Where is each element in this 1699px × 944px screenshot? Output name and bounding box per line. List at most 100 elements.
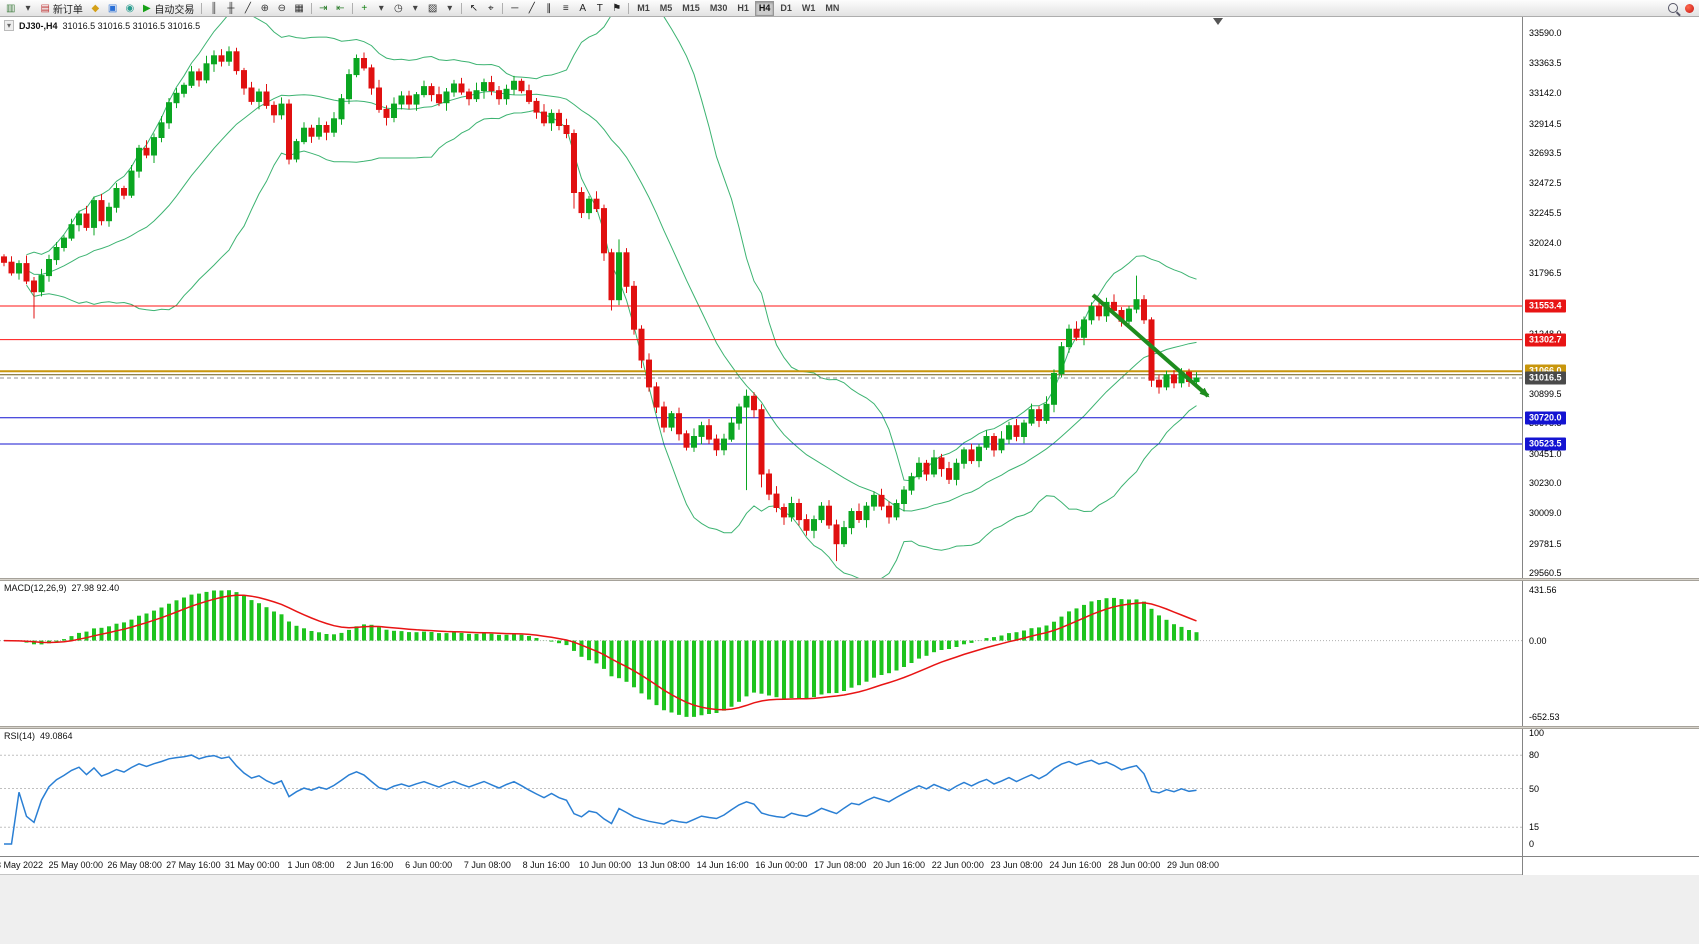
bar-chart-icon: ║ — [210, 2, 218, 14]
price-axis[interactable]: 33590.0 33363.5 33142.0 32914.5 32693.5 32472… — [1522, 16, 1699, 578]
templates-button[interactable]: ▨ — [425, 0, 440, 16]
timeframe-h1-button[interactable]: H1 — [737, 2, 749, 13]
time-axis-label: 29 Jun 08:00 — [1166, 860, 1220, 870]
app-icon[interactable] — [1685, 3, 1694, 13]
time-axis-label: 2 Jun 16:00 — [346, 860, 394, 870]
search-icon[interactable] — [1668, 3, 1678, 13]
terminal-icon: ▣ — [107, 2, 118, 14]
rsi-canvas — [0, 754, 1522, 845]
macd-signal-line — [3, 594, 1197, 711]
zoom-out-button[interactable]: ⊖ — [274, 0, 289, 16]
rsi-panel[interactable]: RSI(14) 49.0864 100 80 50 15 0 — [0, 728, 1699, 856]
candlestick-chart-button[interactable]: ╫ — [223, 0, 238, 16]
arrows-button[interactable]: ⚑ — [609, 0, 624, 16]
templates-dropdown[interactable]: ▾ — [442, 0, 457, 16]
timeframe-h4-button[interactable]: H4 — [754, 0, 775, 16]
chart-shift-marker[interactable] — [1213, 18, 1223, 25]
metaeditor-icon: ◆ — [91, 2, 100, 14]
toolbar-right-group — [1668, 3, 1699, 13]
strategy-tester-button[interactable]: ◉ — [122, 0, 137, 16]
time-axis-corner — [1522, 857, 1699, 875]
cursor-button[interactable]: ↖ — [466, 0, 481, 16]
macd-label: MACD(12,26,9) 27.98 92.40 — [4, 583, 119, 593]
price-axis-label: 30451.0 — [1529, 448, 1562, 459]
rsi-name: RSI(14) — [4, 731, 36, 741]
line-chart-button[interactable]: ╱ — [240, 0, 255, 16]
fibonacci-button[interactable]: ≡ — [558, 0, 573, 16]
time-axis-label: 22 Jun 00:00 — [931, 860, 984, 870]
macd-panel[interactable]: MACD(12,26,9) 27.98 92.40 431.56 0.00 -652… — [0, 581, 1699, 726]
trend-arrow[interactable] — [1091, 293, 1210, 398]
price-badge-30720.0: 30720.0 — [1525, 411, 1566, 425]
time-axis-label: 1 Jun 08:00 — [287, 860, 335, 870]
chart-shift-button[interactable]: ⇤ — [333, 0, 348, 16]
timeframe-w1-button[interactable]: W1 — [801, 2, 816, 13]
trendline-button[interactable]: ╱ — [524, 0, 539, 16]
strategy-tester-icon: ◉ — [125, 2, 135, 14]
price-axis-label: 30009.0 — [1529, 508, 1562, 518]
one-click-trading-expander[interactable]: ▾ — [4, 20, 15, 31]
text-button[interactable]: A — [575, 0, 590, 16]
rsi-line — [4, 754, 1197, 845]
panel-splitter-macd[interactable] — [0, 578, 1699, 581]
periods-icon: ◷ — [393, 2, 403, 14]
new-chart-button[interactable]: ▥ — [3, 0, 18, 16]
panel-splitter-rsi[interactable] — [0, 726, 1699, 729]
price-axis-label: 32914.5 — [1529, 118, 1562, 129]
timeframe-mn-button[interactable]: MN — [825, 2, 840, 13]
timeframe-m30-button[interactable]: M30 — [709, 2, 728, 13]
symbol-info: ▾ DJ30-,H4 31016.5 31016.5 31016.5 31016… — [4, 20, 200, 31]
rsi-axis-label: 0 — [1529, 839, 1535, 849]
fibonacci-icon: ≡ — [562, 2, 569, 14]
rsi-axis-label: 15 — [1529, 822, 1540, 833]
metaeditor-button[interactable]: ◆ — [88, 0, 103, 16]
macd-axis[interactable]: 431.56 0.00 -652.53 — [1522, 581, 1699, 726]
text-icon: A — [579, 2, 587, 14]
time-axis-label: 16 Jun 00:00 — [755, 860, 808, 870]
time-axis-label: 26 May 08:00 — [107, 860, 162, 870]
text-label-icon: T — [596, 2, 603, 14]
periods-button[interactable]: ◷ — [391, 0, 406, 16]
timeframe-d1-button[interactable]: D1 — [780, 2, 792, 13]
macd-name: MACD(12,26,9) — [4, 583, 67, 593]
toolbar-separator — [201, 2, 203, 14]
time-axis-label: 6 Jun 00:00 — [405, 860, 453, 870]
arrows-icon: ⚑ — [612, 2, 622, 14]
text-label-button[interactable]: T — [592, 0, 607, 16]
price-axis-label: 30899.5 — [1529, 388, 1562, 399]
timeframe-m15-button[interactable]: M15 — [682, 2, 700, 13]
autotrading-button[interactable]: ▶ 自动交易 — [139, 0, 197, 16]
rsi-axis[interactable]: 100 80 50 15 0 — [1522, 728, 1699, 856]
indicators-dropdown[interactable]: ▾ — [374, 0, 389, 16]
status-area — [0, 874, 1699, 944]
timeframe-m1-button[interactable]: M1 — [637, 2, 650, 13]
chart-type-dropdown[interactable]: ▾ — [20, 0, 35, 16]
price-chart-canvas[interactable] — [0, 16, 1522, 578]
bar-chart-button[interactable]: ║ — [206, 0, 221, 16]
periods-dropdown[interactable]: ▾ — [408, 0, 423, 16]
macd-values: 27.98 92.40 — [71, 583, 120, 593]
tile-windows-button[interactable]: ▦ — [291, 0, 306, 16]
channel-button[interactable]: ∥ — [541, 0, 556, 16]
indicators-button[interactable]: + — [357, 0, 372, 16]
terminal-button[interactable]: ▣ — [105, 0, 120, 16]
time-axis-label: 20 Jun 16:00 — [872, 860, 926, 870]
auto-scroll-button[interactable]: ⇥ — [316, 0, 331, 16]
price-badge-31016.5: 31016.5 — [1525, 371, 1566, 385]
periods-dropdown-icon: ▾ — [412, 2, 418, 14]
crosshair-button[interactable]: ⌖ — [483, 0, 498, 16]
time-axis-label: 28 Jun 00:00 — [1108, 860, 1161, 870]
bollinger-upper-line — [26, 16, 1197, 482]
zoom-in-button[interactable]: ⊕ — [257, 0, 272, 16]
time-axis-label: 25 May 00:00 — [48, 860, 104, 870]
candles-layer — [1, 46, 1200, 562]
time-axis-label: 27 May 16:00 — [166, 860, 221, 870]
templates-icon: ▨ — [427, 2, 438, 14]
horizontal-line-button[interactable]: ─ — [507, 0, 522, 16]
price-chart-panel[interactable]: ▾ DJ30-,H4 31016.5 31016.5 31016.5 31016… — [0, 16, 1699, 578]
timeframe-m5-button[interactable]: M5 — [659, 2, 673, 13]
new-order-button[interactable]: ▤ 新订单 — [37, 0, 85, 16]
horizontal-line-icon: ─ — [511, 2, 519, 14]
rsi-value: 49.0864 — [40, 731, 73, 741]
